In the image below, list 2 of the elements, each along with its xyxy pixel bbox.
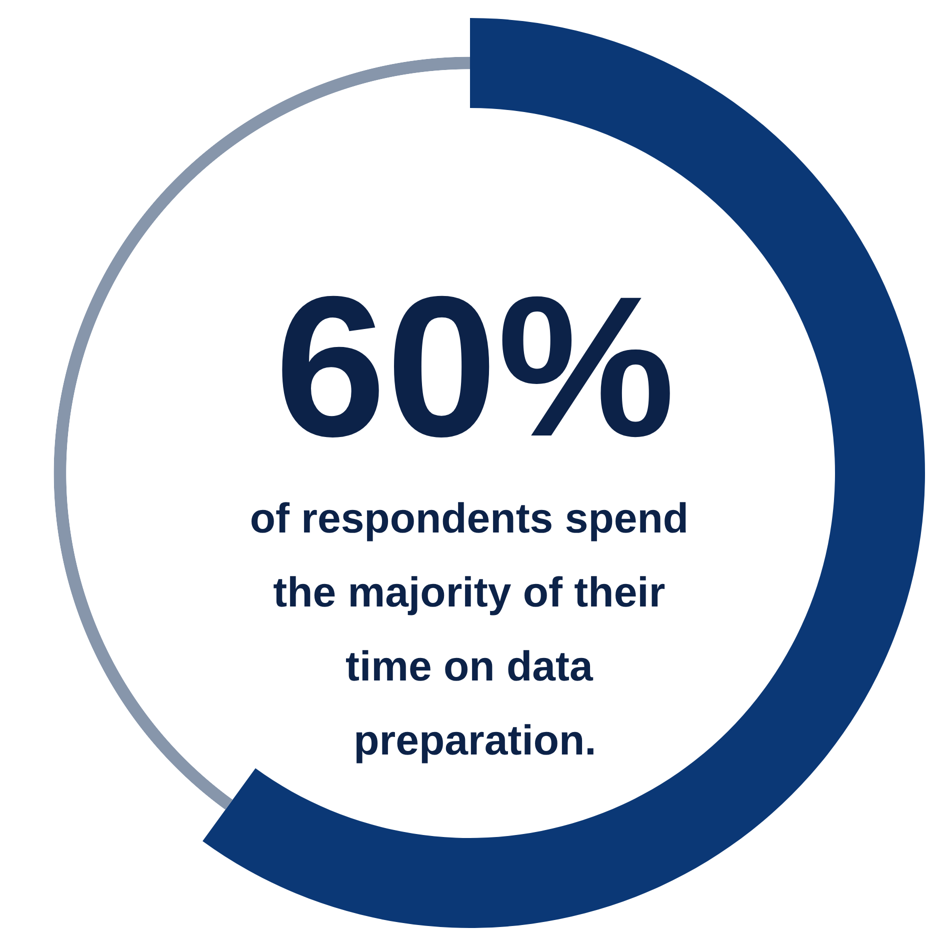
text: 60% <box>274 256 676 478</box>
text: of respondents spend the majority of their time on data preparation. <box>250 494 700 764</box>
